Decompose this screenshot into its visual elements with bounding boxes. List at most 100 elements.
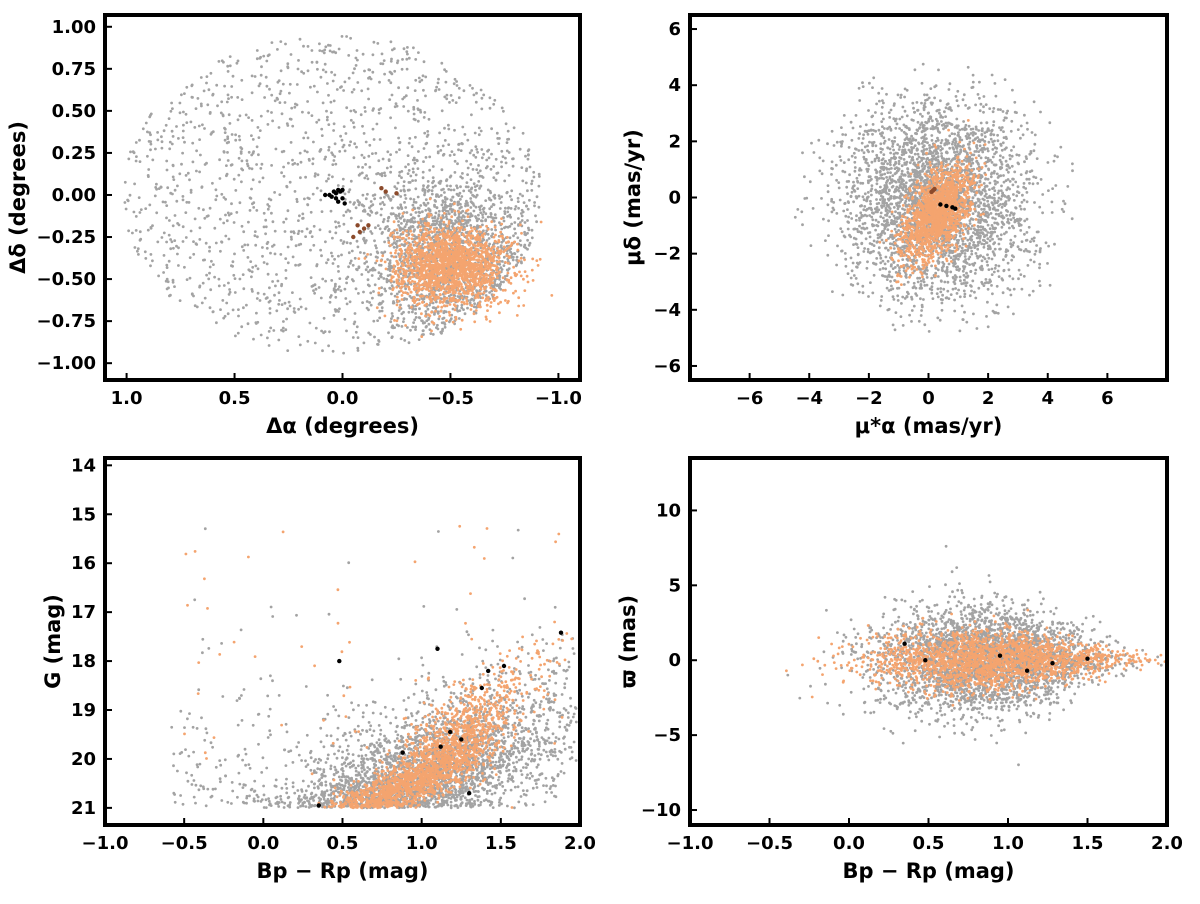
sky-members-point [399, 270, 402, 273]
sky-members-point [488, 262, 491, 265]
sky-field-point [362, 291, 365, 294]
sky-members-point [430, 287, 433, 290]
sky-field-point [344, 81, 347, 84]
sky-field-point [483, 207, 486, 210]
sky-field-point [307, 137, 310, 140]
sky-field-point [427, 318, 430, 321]
sky-field-point [471, 201, 474, 204]
sky-field-point [357, 336, 360, 339]
sky-field-point [411, 145, 414, 148]
sky-members-point [416, 258, 419, 261]
sky-highlight-point [379, 186, 383, 190]
sky-field-point [495, 179, 498, 182]
sky-field-point [387, 229, 390, 232]
sky-field-point [269, 307, 272, 310]
sky-field-point [300, 161, 303, 164]
sky-field-point [237, 118, 240, 121]
sky-field-point [397, 214, 400, 217]
proper-motion-field-point [1066, 185, 1069, 188]
sky-field-point [284, 328, 287, 331]
sky-field-point [404, 194, 407, 197]
sky-members-point [481, 270, 484, 273]
sky-field-point [515, 263, 518, 266]
sky-field-point [171, 107, 174, 110]
sky-members-point [411, 233, 414, 236]
sky-members-point [420, 265, 423, 268]
sky-field-point [312, 244, 315, 247]
sky-members-point [473, 258, 476, 261]
sky-field-point [349, 110, 352, 113]
sky-field-point [414, 89, 417, 92]
sky-members-point [437, 305, 440, 308]
sky-members-point [473, 312, 476, 315]
sky-field-point [361, 301, 364, 304]
sky-members-point [434, 263, 437, 266]
sky-field-point [330, 210, 333, 213]
sky-ytick-label: 1.00 [52, 17, 96, 38]
sky-field-point [326, 119, 329, 122]
sky-field-point [266, 110, 269, 113]
proper-motion-field-point [867, 295, 870, 298]
sky-field-point [415, 316, 418, 319]
sky-members-point [397, 267, 400, 270]
sky-members-point [432, 249, 435, 252]
sky-members-point [496, 256, 499, 259]
sky-field-point [127, 199, 130, 202]
sky-field-point [155, 183, 158, 186]
sky-field-point [328, 174, 331, 177]
sky-field-point [356, 81, 359, 84]
sky-field-point [363, 70, 366, 73]
sky-field-point [401, 325, 404, 328]
sky-field-point [445, 210, 448, 213]
sky-field-point [381, 53, 384, 56]
sky-field-point [400, 189, 403, 192]
sky-field-point [316, 61, 319, 64]
proper-motion-field-point [818, 156, 821, 159]
sky-field-point [461, 143, 464, 146]
proper-motion-field-point [1041, 211, 1044, 214]
sky-field-point [230, 85, 233, 88]
sky-field-point [488, 243, 491, 246]
sky-field-point [415, 174, 418, 177]
sky-field-point [311, 285, 314, 288]
sky-field-point [334, 220, 337, 223]
sky-members-point [481, 279, 484, 282]
sky-members-point [460, 274, 463, 277]
sky-members-point [396, 304, 399, 307]
sky-field-point [270, 94, 273, 97]
sky-field-point [390, 336, 393, 339]
sky-field-point [456, 162, 459, 165]
sky-members-point [415, 265, 418, 268]
sky-members-point [450, 215, 453, 218]
sky-field-point [492, 165, 495, 168]
sky-field-point [343, 223, 346, 226]
sky-field-point [278, 126, 281, 129]
sky-members-point [433, 228, 436, 231]
sky-field-point [422, 160, 425, 163]
sky-field-point [323, 317, 326, 320]
sky-field-point [208, 272, 211, 275]
sky-members-point [479, 272, 482, 275]
sky-field-point [438, 132, 441, 135]
sky-field-point [285, 269, 288, 272]
sky-field-point [334, 296, 337, 299]
sky-field-point [331, 237, 334, 240]
sky-field-point [284, 257, 287, 260]
sky-field-point [440, 180, 443, 183]
sky-field-point [139, 238, 142, 241]
sky-field-point [440, 331, 443, 334]
sky-field-point [439, 149, 442, 152]
sky-field-point [195, 242, 198, 245]
sky-field-point [251, 91, 254, 94]
sky-members-point [430, 311, 433, 314]
sky-field-point [256, 297, 259, 300]
sky-field-point [501, 107, 504, 110]
sky-field-point [189, 277, 192, 280]
sky-highlight-point [340, 196, 344, 200]
sky-field-point [388, 79, 391, 82]
sky-field-point [134, 246, 137, 249]
sky-field-point [209, 111, 212, 114]
sky-field-point [247, 256, 250, 259]
sky-members-point [433, 230, 436, 233]
sky-field-point [311, 61, 314, 64]
